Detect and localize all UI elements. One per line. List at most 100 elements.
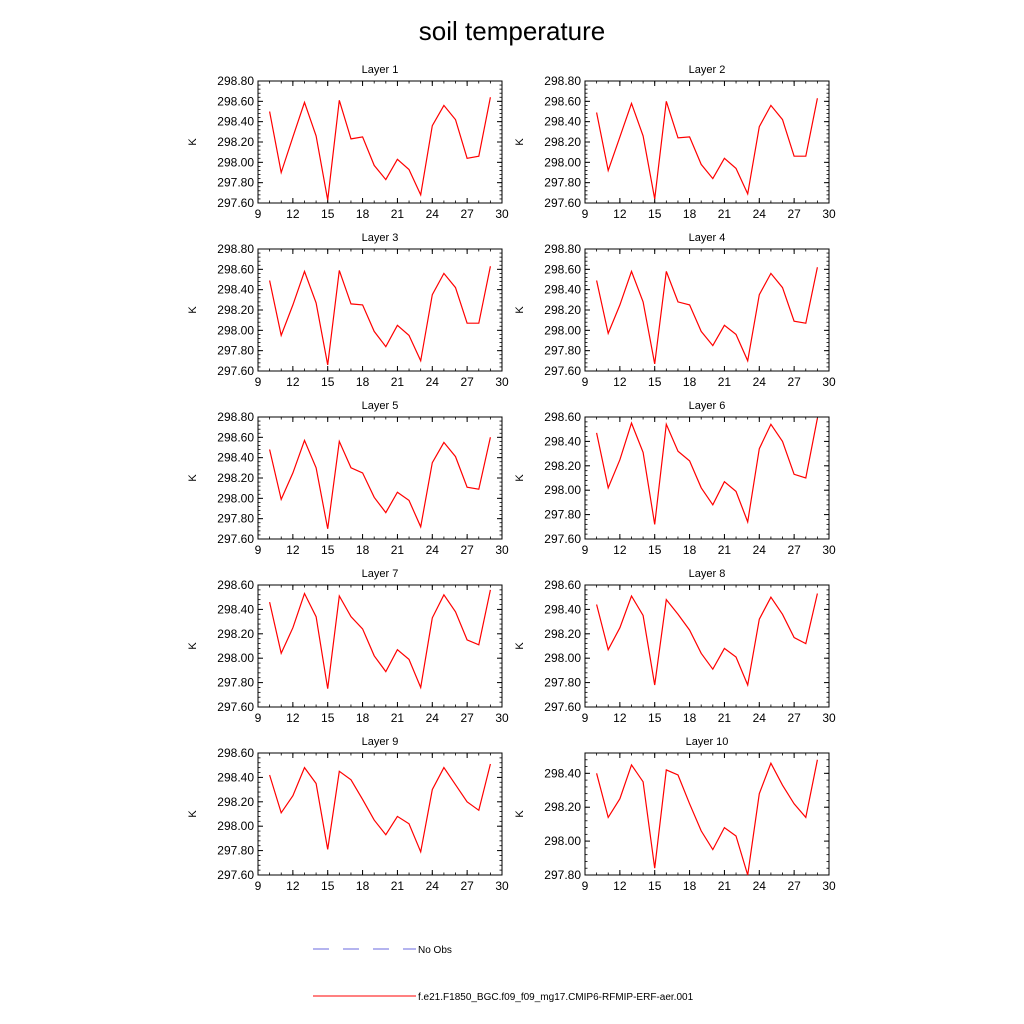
y-tick-label: 297.80 (544, 676, 581, 690)
x-tick-label: 21 (718, 879, 732, 893)
y-tick-label: 298.40 (544, 434, 581, 448)
x-tick-label: 15 (321, 879, 335, 893)
x-tick-label: 21 (391, 711, 405, 725)
y-tick-label: 298.40 (544, 283, 581, 297)
x-tick-label: 24 (753, 879, 767, 893)
y-tick-label: 297.60 (544, 700, 581, 714)
y-tick-label: 298.20 (217, 135, 254, 149)
x-tick-label: 15 (648, 543, 662, 557)
y-tick-label: 297.80 (544, 868, 581, 882)
panel-title: Layer 10 (686, 736, 729, 748)
panel-title: Layer 6 (689, 400, 726, 412)
x-tick-label: 24 (426, 543, 440, 557)
x-tick-label: 12 (613, 207, 627, 221)
x-tick-label: 9 (582, 375, 589, 389)
series-line (269, 97, 491, 201)
x-tick-label: 21 (718, 207, 732, 221)
y-tick-label: 297.60 (217, 196, 254, 210)
y-tick-label: 297.60 (217, 868, 254, 882)
panel-layer-1: Layer 1 9 12 15 18 21 24 27 30 297.60 297.80 298.00… (187, 64, 509, 221)
y-tick-label: 298.40 (217, 451, 254, 465)
plot-frame (584, 752, 830, 876)
y-tick-label: 298.40 (217, 283, 254, 297)
y-tick-label: 298.20 (217, 795, 254, 809)
x-tick-label: 9 (582, 711, 589, 725)
x-tick-label: 27 (787, 543, 801, 557)
x-tick-label: 15 (648, 207, 662, 221)
y-tick-label: 298.40 (217, 770, 254, 784)
y-axis-label: K (187, 474, 199, 482)
x-tick-label: 9 (255, 375, 262, 389)
y-tick-label: 298.80 (544, 242, 581, 256)
x-tick-label: 9 (582, 207, 589, 221)
panel-layer-10: Layer 10 9 12 15 18 21 24 27 30 297.80 298.00 298.2… (514, 736, 836, 893)
x-tick-label: 12 (613, 375, 627, 389)
plot-frame (584, 248, 830, 372)
x-tick-label: 21 (391, 375, 405, 389)
y-tick-label: 298.20 (544, 800, 581, 814)
y-tick-label: 298.60 (544, 94, 581, 108)
x-tick-label: 18 (356, 375, 370, 389)
y-tick-label: 297.80 (544, 176, 581, 190)
y-tick-label: 297.80 (217, 176, 254, 190)
legend: No Obs f.e21.F1850_BGC.f09_f09_mg17.CMIP… (313, 945, 694, 1003)
y-tick-label: 298.80 (217, 410, 254, 424)
y-tick-label: 297.60 (544, 196, 581, 210)
y-tick-label: 298.60 (544, 578, 581, 592)
x-tick-label: 30 (495, 375, 509, 389)
plot-frame (584, 584, 830, 708)
x-tick-label: 15 (321, 711, 335, 725)
x-tick-label: 24 (753, 207, 767, 221)
y-tick-label: 298.80 (217, 242, 254, 256)
x-tick-label: 27 (787, 207, 801, 221)
series-line (269, 589, 491, 690)
y-tick-label: 298.20 (217, 627, 254, 641)
x-tick-label: 15 (321, 207, 335, 221)
x-tick-label: 18 (356, 543, 370, 557)
x-tick-label: 18 (683, 879, 697, 893)
y-axis-label: K (514, 810, 526, 818)
y-tick-label: 297.60 (217, 700, 254, 714)
y-tick-label: 298.00 (544, 651, 581, 665)
y-tick-label: 298.40 (217, 115, 254, 129)
y-tick-label: 298.20 (217, 303, 254, 317)
panel-layer-7: Layer 7 9 12 15 18 21 24 27 30 297.60 297.80 298.00… (187, 568, 509, 725)
panel-title: Layer 2 (689, 64, 726, 76)
y-axis-label: K (187, 138, 199, 146)
series-line (269, 437, 491, 529)
y-tick-label: 298.60 (544, 410, 581, 424)
x-tick-label: 18 (683, 207, 697, 221)
x-tick-label: 9 (255, 711, 262, 725)
x-tick-label: 30 (822, 879, 836, 893)
x-tick-label: 15 (648, 375, 662, 389)
x-tick-label: 30 (822, 375, 836, 389)
x-tick-label: 9 (255, 543, 262, 557)
panel-title: Layer 9 (362, 736, 399, 748)
x-tick-label: 24 (426, 711, 440, 725)
y-tick-label: 297.80 (217, 676, 254, 690)
panel-title: Layer 1 (362, 64, 399, 76)
plot-frame (257, 584, 503, 708)
x-tick-label: 12 (613, 879, 627, 893)
x-tick-label: 18 (683, 375, 697, 389)
y-tick-label: 298.20 (544, 135, 581, 149)
y-tick-label: 298.20 (544, 459, 581, 473)
x-tick-label: 12 (613, 711, 627, 725)
x-tick-label: 30 (822, 711, 836, 725)
panel-layer-6: Layer 6 9 12 15 18 21 24 27 30 297.60 297.80 298.00… (514, 400, 836, 557)
y-tick-label: 298.00 (217, 491, 254, 505)
y-tick-label: 298.20 (544, 303, 581, 317)
y-tick-label: 297.60 (217, 532, 254, 546)
legend-label-model: f.e21.F1850_BGC.f09_f09_mg17.CMIP6-RFMIP… (418, 992, 694, 1003)
series-line (596, 267, 818, 365)
x-tick-label: 21 (391, 879, 405, 893)
y-tick-label: 298.00 (217, 819, 254, 833)
x-tick-label: 30 (495, 543, 509, 557)
plot-frame (584, 416, 830, 540)
y-tick-label: 298.60 (217, 746, 254, 760)
y-axis-label: K (514, 306, 526, 314)
x-tick-label: 12 (286, 375, 300, 389)
y-tick-label: 298.40 (544, 602, 581, 616)
x-tick-label: 12 (286, 543, 300, 557)
y-tick-label: 298.40 (544, 115, 581, 129)
